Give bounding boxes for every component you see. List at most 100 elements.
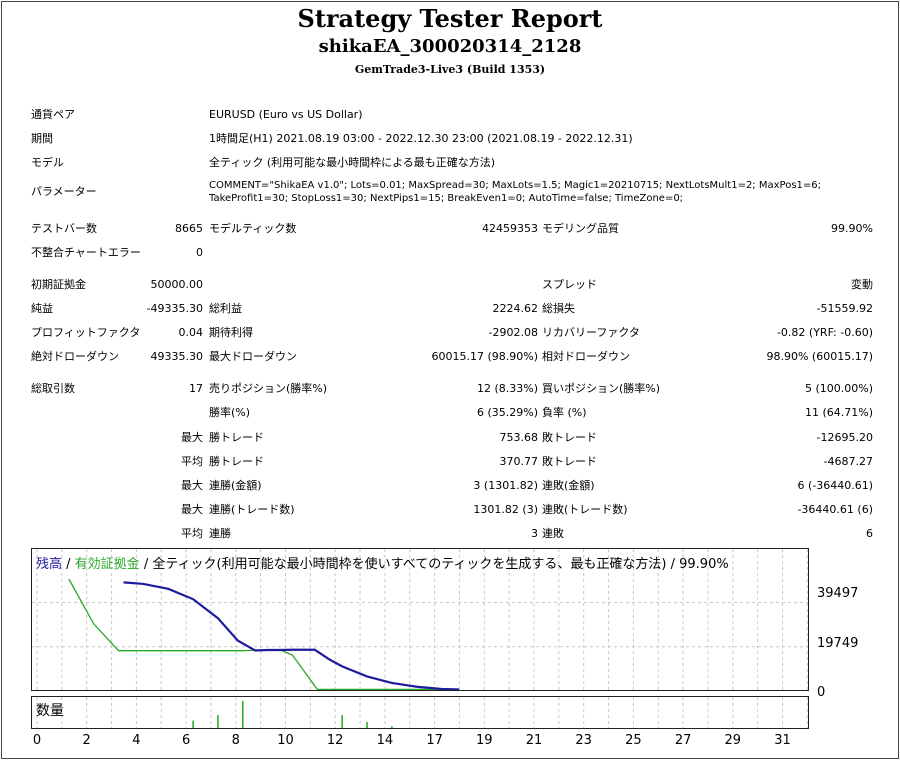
server-build: GemTrade3-Live3 (Build 1353) [354, 63, 546, 76]
ticks-value: 42459353 [482, 222, 538, 235]
deposit-label: 初期証拠金 [31, 278, 86, 291]
x-tick-label: 23 [575, 733, 592, 748]
max-prefix-1: 最大 [181, 431, 203, 444]
x-tick-label: 0 [32, 733, 42, 748]
x-tick-label: 10 [277, 733, 294, 748]
avg-loss-value: -4687.27 [823, 455, 873, 468]
max-prefix-2: 最大 [181, 479, 203, 492]
volume-chart: 数量 [31, 696, 809, 729]
cons-loss-money-label: 連敗(金額) [542, 479, 595, 492]
long-positions-value: 5 (100.00%) [804, 382, 873, 395]
avg-cons-win-value: 3 [531, 527, 538, 540]
deposit-value: 50000.00 [150, 278, 204, 291]
cons-win-count-value: 1301.82 (3) [473, 503, 538, 516]
cons-loss-count-label: 連敗(トレード数) [542, 503, 628, 516]
x-tick-label: 12 [326, 733, 344, 748]
short-positions-label: 売りポジション(勝率%) [209, 382, 328, 395]
long-positions-label: 買いポジション(勝率%) [542, 382, 661, 395]
total-trades-label: 総取引数 [31, 382, 75, 395]
balance-chart-plot [32, 549, 808, 690]
x-tick-label: 31 [774, 733, 791, 748]
avg-cons-win-label: 連勝 [209, 527, 231, 540]
x-tick-label: 21 [525, 733, 543, 748]
max-loss-label: 敗トレード [542, 431, 597, 444]
rel-drawdown-label: 相対ドローダウン [542, 350, 630, 363]
legend-equity: 有効証拠金 [74, 557, 140, 572]
avg-prefix-2: 平均 [181, 527, 203, 540]
max-win-value: 753.68 [499, 431, 539, 444]
cons-win-money-value: 3 (1301.82) [473, 479, 538, 492]
cons-win-money-label: 連勝(金額) [209, 479, 262, 492]
x-tick-label: 25 [625, 733, 642, 748]
max-prefix-3: 最大 [181, 503, 203, 516]
parameters-line2: TakeProfit1=30; StopLoss1=30; NextPips1=… [209, 193, 684, 204]
gross-loss-value: -51559.92 [816, 302, 873, 315]
cons-loss-count-value: -36440.61 (6) [797, 503, 873, 516]
x-tick-label: 29 [724, 733, 742, 748]
avg-cons-loss-value: 6 [866, 527, 873, 540]
y-tick-zero: 0 [817, 685, 826, 700]
x-tick-label: 27 [674, 733, 692, 748]
quality-label: モデリング品質 [542, 222, 619, 235]
bars-label: テストバー数 [31, 222, 97, 235]
loss-rate-label: 負率 (%) [542, 406, 587, 419]
symbol-value: EURUSD (Euro vs US Dollar) [209, 108, 363, 121]
cons-win-count-label: 連勝(トレード数) [209, 503, 295, 516]
mismatch-value: 0 [196, 246, 203, 259]
balance-chart: 残高 / 有効証拠金 / 全ティック(利用可能な最小時間枠を使いすべてのティック… [31, 548, 809, 691]
short-positions-value: 12 (8.33%) [476, 382, 538, 395]
total-trades-value: 17 [189, 382, 203, 395]
gross-loss-label: 総損失 [542, 302, 575, 315]
recovery-factor-label: リカバリーファクタ [542, 326, 640, 339]
model-value: 全ティック (利用可能な最小時間枠による最も正確な方法) [209, 156, 496, 169]
mismatch-label: 不整合チャートエラー [31, 246, 141, 259]
x-tick-label: 6 [181, 733, 191, 748]
x-tick-label: 8 [231, 733, 240, 748]
x-tick-label: 17 [426, 733, 443, 748]
net-profit-value: -49335.30 [146, 302, 203, 315]
abs-drawdown-label: 絶対ドローダウン [31, 350, 119, 363]
symbol-label: 通貨ペア [31, 108, 75, 121]
chart-legend: 残高 / 有効証拠金 / 全ティック(利用可能な最小時間枠を使いすべてのティック… [36, 553, 729, 572]
parameters-label: パラメーター [31, 185, 97, 198]
volume-label: 数量 [36, 703, 64, 719]
x-tick-label: 14 [376, 733, 394, 748]
ticks-label: モデルティック数 [209, 222, 297, 235]
legend-separator: / [62, 557, 75, 572]
bars-value: 8665 [175, 222, 203, 235]
legend-balance: 残高 [36, 557, 63, 572]
abs-drawdown-value: 49335.30 [150, 350, 204, 363]
recovery-factor-value: -0.82 (YRF: -0.60) [776, 326, 873, 339]
avg-win-value: 370.77 [499, 455, 539, 468]
report-title: Strategy Tester Report [297, 4, 603, 33]
loss-rate-value: 11 (64.71%) [804, 406, 873, 419]
max-drawdown-label: 最大ドローダウン [209, 350, 297, 363]
legend-description: / 全ティック(利用可能な最小時間枠を使いすべてのティックを生成する、最も正確な… [139, 557, 729, 572]
expected-payoff-value: -2902.08 [488, 326, 538, 339]
win-rate-value: 6 (35.29%) [476, 406, 538, 419]
avg-cons-loss-label: 連敗 [542, 527, 564, 540]
period-value: 1時間足(H1) 2021.08.19 03:00 - 2022.12.30 2… [209, 132, 633, 145]
max-win-label: 勝トレード [209, 431, 264, 444]
spread-label: スプレッド [542, 278, 597, 291]
profit-factor-value: 0.04 [178, 326, 204, 339]
period-label: 期間 [31, 132, 53, 145]
max-drawdown-value: 60015.17 (98.90%) [431, 350, 538, 363]
ea-name: shikaEA_300020314_2128 [318, 36, 582, 57]
net-profit-label: 純益 [31, 302, 53, 315]
parameters-line1: COMMENT="ShikaEA v1.0"; Lots=0.01; MaxSp… [209, 180, 822, 191]
avg-prefix-1: 平均 [181, 455, 203, 468]
x-tick-label: 2 [82, 733, 91, 748]
volume-chart-plot [36, 697, 808, 728]
spread-value: 変動 [851, 278, 873, 291]
x-tick-label: 19 [476, 733, 493, 748]
y-tick-mid: 19749 [817, 636, 859, 651]
max-loss-value: -12695.20 [816, 431, 873, 444]
rel-drawdown-value: 98.90% (60015.17) [766, 350, 873, 363]
avg-loss-label: 敗トレード [542, 455, 597, 468]
avg-win-label: 勝トレード [209, 455, 264, 468]
x-tick-label: 4 [132, 733, 141, 748]
gross-profit-label: 総利益 [209, 302, 242, 315]
gross-profit-value: 2224.62 [492, 302, 539, 315]
